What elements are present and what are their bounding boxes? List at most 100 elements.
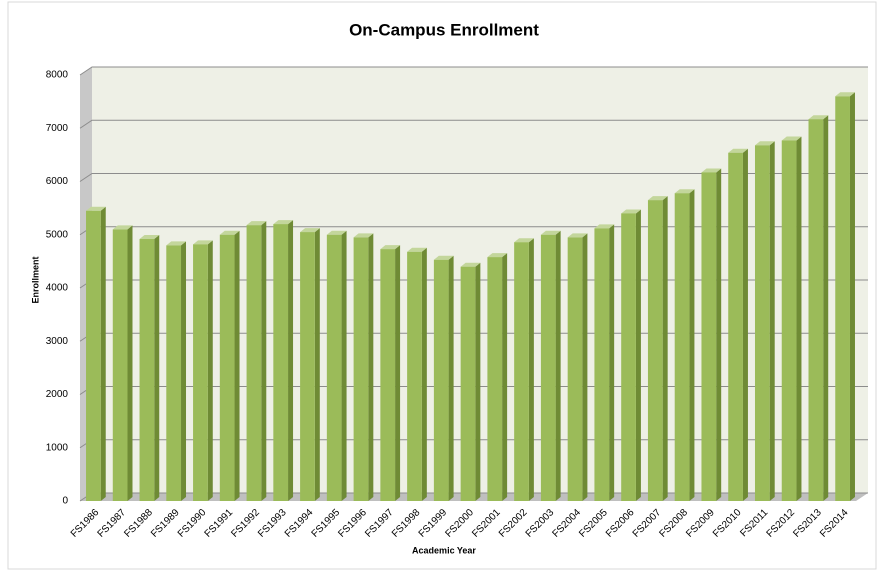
grid-line bbox=[79, 66, 868, 76]
bar bbox=[754, 145, 770, 502]
y-tick-label: 5000 bbox=[46, 229, 69, 240]
bar bbox=[621, 213, 636, 501]
y-tick-label: 1000 bbox=[46, 442, 69, 453]
bar-side bbox=[689, 189, 695, 501]
chart-title: On-Campus Enrollment bbox=[349, 20, 539, 39]
y-tick-label: 0 bbox=[62, 496, 68, 507]
bar bbox=[781, 140, 797, 501]
bar bbox=[567, 237, 583, 501]
bar-top bbox=[540, 230, 561, 235]
bar-side bbox=[742, 148, 748, 501]
bar-side bbox=[368, 233, 374, 501]
bar bbox=[219, 234, 235, 501]
bar-top bbox=[674, 189, 695, 194]
bar-top bbox=[193, 240, 213, 245]
y-tick-label: 8000 bbox=[46, 70, 69, 81]
bar bbox=[86, 210, 101, 501]
bar-top bbox=[86, 206, 106, 211]
bar-side bbox=[769, 141, 775, 502]
bar-side bbox=[100, 206, 106, 501]
bar-side bbox=[716, 168, 722, 501]
bar-top bbox=[246, 221, 267, 226]
bar-top bbox=[433, 255, 454, 260]
bar bbox=[594, 228, 610, 502]
bar-side bbox=[181, 241, 187, 501]
grid-line bbox=[79, 119, 868, 129]
bar bbox=[835, 96, 850, 502]
bar-top bbox=[594, 224, 615, 229]
bar-side bbox=[288, 220, 294, 501]
bar-top bbox=[139, 235, 160, 240]
bar bbox=[353, 237, 369, 501]
bar bbox=[139, 239, 155, 501]
bar-side bbox=[127, 225, 133, 502]
bar-top bbox=[380, 245, 401, 250]
bar bbox=[193, 244, 208, 501]
bar bbox=[540, 234, 556, 501]
bar-top bbox=[300, 228, 320, 233]
bar-top bbox=[273, 220, 294, 225]
bar-side bbox=[207, 240, 213, 501]
bar-side bbox=[609, 224, 615, 502]
bar bbox=[514, 242, 529, 501]
bar-top bbox=[460, 262, 481, 267]
bar bbox=[300, 232, 315, 501]
bar-side bbox=[395, 245, 401, 501]
bar-top bbox=[353, 233, 374, 238]
bar-side bbox=[796, 136, 802, 501]
bar-top bbox=[808, 115, 829, 120]
bar-side bbox=[849, 92, 855, 502]
bar-side bbox=[582, 233, 588, 501]
bar-side bbox=[234, 230, 240, 501]
bar bbox=[166, 245, 182, 501]
bar-top bbox=[781, 136, 802, 141]
bar-top bbox=[514, 238, 534, 243]
bar-top bbox=[407, 247, 427, 252]
bar-top bbox=[166, 241, 187, 246]
bar-top bbox=[754, 141, 775, 146]
bar-side bbox=[475, 262, 481, 501]
bar-top bbox=[621, 209, 641, 214]
bar bbox=[674, 193, 690, 501]
bar bbox=[326, 234, 342, 501]
bar-side bbox=[528, 238, 534, 501]
y-tick-label: 7000 bbox=[46, 123, 69, 134]
y-tick-label: 3000 bbox=[46, 336, 69, 347]
bar-top bbox=[835, 92, 855, 97]
bar-side bbox=[448, 255, 454, 501]
bar-top bbox=[728, 148, 748, 153]
grid-line bbox=[79, 173, 868, 182]
bar bbox=[728, 152, 743, 501]
bar-side bbox=[314, 228, 320, 501]
bar-top bbox=[701, 168, 722, 173]
bar bbox=[273, 224, 289, 501]
y-axis-title: Enrollment bbox=[30, 256, 40, 303]
bar bbox=[433, 259, 449, 501]
bar-side bbox=[421, 247, 427, 501]
bar bbox=[701, 172, 717, 501]
bar bbox=[112, 229, 128, 502]
y-tick-label: 6000 bbox=[46, 176, 69, 187]
bar-side bbox=[502, 253, 508, 501]
bar-top bbox=[112, 225, 133, 230]
bar bbox=[647, 200, 663, 501]
bar bbox=[487, 257, 503, 501]
x-axis-title: Academic Year bbox=[412, 545, 476, 555]
bar-top bbox=[567, 233, 588, 238]
bar-top bbox=[326, 230, 347, 235]
bar bbox=[460, 266, 476, 501]
bar-side bbox=[154, 235, 160, 501]
bar-side bbox=[662, 196, 668, 501]
y-tick-label: 4000 bbox=[46, 283, 69, 294]
bar bbox=[380, 249, 396, 501]
y-tick-label: 2000 bbox=[46, 389, 69, 400]
bar bbox=[407, 251, 422, 501]
bar-side bbox=[823, 115, 829, 501]
bar-top bbox=[219, 230, 240, 235]
bar-side bbox=[261, 221, 267, 502]
bar-top bbox=[487, 253, 508, 258]
bar-top bbox=[647, 196, 668, 201]
bar bbox=[246, 225, 262, 502]
bar-side bbox=[341, 230, 347, 501]
